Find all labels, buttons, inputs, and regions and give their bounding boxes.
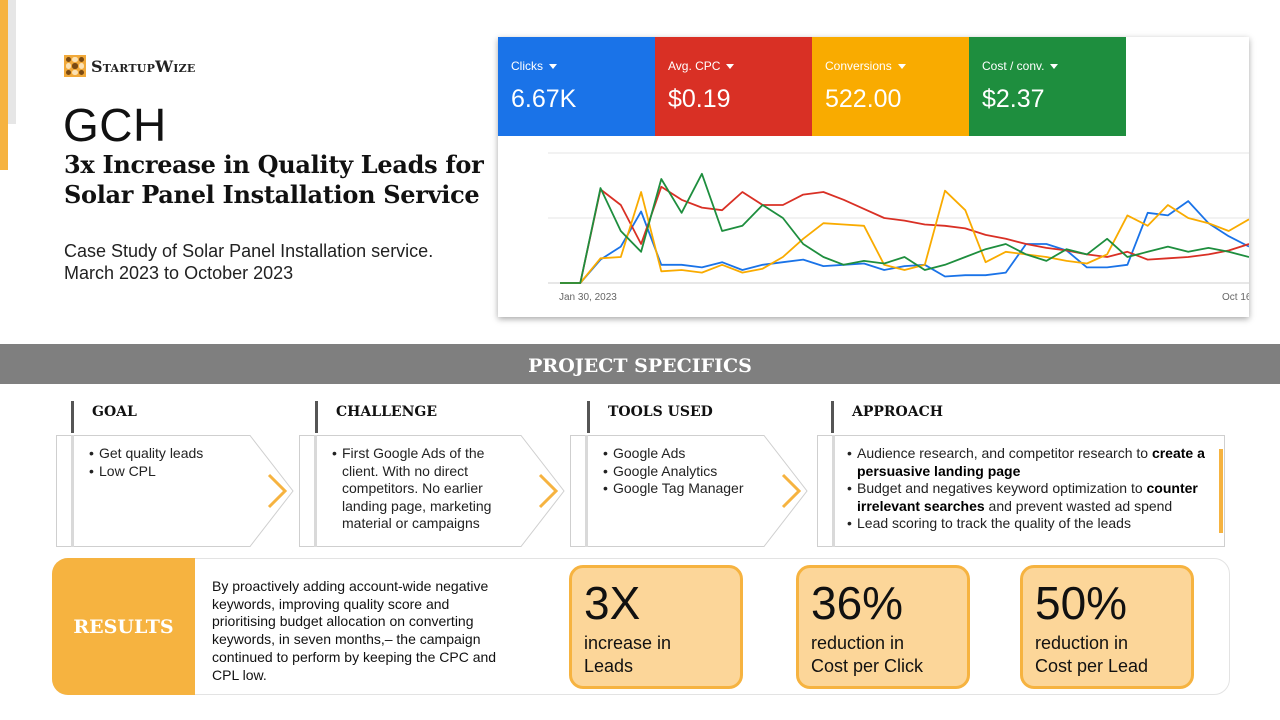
caret-down-icon [726,63,735,69]
subtitle-line-2: March 2023 to October 2023 [64,263,294,283]
left-accent-inner-bar [8,0,16,124]
goal-box-bar [71,435,74,547]
trend-line-chart: Jan 30, 2023 Oct 16 [548,152,1249,303]
goal-item: Low CPL [89,463,259,481]
metric-tile-clicks[interactable]: Clicks 6.67K [498,37,655,136]
tool-item: Google Tag Manager [603,480,783,498]
stat-label-line-1: increase in [584,633,672,653]
stat-label-line-1: reduction in [811,633,905,653]
x-axis-end-label: Oct 16 [1222,292,1249,303]
metric-label: Clicks [511,59,543,73]
metric-tile-avg-cpc[interactable]: Avg. CPC $0.19 [655,37,812,136]
caret-down-icon [1050,63,1059,69]
metric-value: $2.37 [982,85,1045,113]
metric-value: $0.19 [668,85,731,113]
ads-dashboard-screenshot: Clicks 6.67K Avg. CPC $0.19 Conversions … [498,37,1249,317]
approach-item: Budget and negatives keyword optimizatio… [847,480,1219,515]
metric-label: Conversions [825,59,892,73]
series-line-0 [560,200,1249,284]
series-line-1 [560,185,1249,284]
metric-value: 6.67K [511,85,577,113]
metric-label: Cost / conv. [982,59,1045,73]
approach-box: Audience research, and competitor resear… [817,435,1225,547]
stat-card-leads: 3X increase in Leads [569,565,743,689]
tools-list: Google Ads Google Analytics Google Tag M… [603,445,783,498]
stat-label-line-1: reduction in [1035,633,1129,653]
stat-card-cpl: 50% reduction in Cost per Lead [1020,565,1194,689]
approach-item: Audience research, and competitor resear… [847,445,1219,480]
logo-grid-icon [64,55,86,77]
client-name: GCH [63,99,167,151]
caret-down-icon [897,63,906,69]
stat-card-cpc: 36% reduction in Cost per Click [796,565,970,689]
x-axis-start-label: Jan 30, 2023 [559,292,617,303]
goal-heading: GOAL [71,401,137,433]
chevron-right-icon [267,473,288,509]
results-tag: RESULTS [52,558,195,695]
stat-value: 3X [584,577,641,629]
subtitle-line-1: Case Study of Solar Panel Installation s… [64,241,434,261]
goal-item: Get quality leads [89,445,259,463]
approach-heading: APPROACH [831,401,943,433]
tool-item: Google Ads [603,445,783,463]
stat-label-line-2: Leads [584,656,634,676]
stat-label: reduction in Cost per Lead [1035,632,1179,678]
tool-item: Google Analytics [603,463,783,481]
tools-box: Google Ads Google Analytics Google Tag M… [570,435,808,547]
results-description: By proactively adding account-wide negat… [212,578,497,683]
challenge-box: First Google Ads of the client. With no … [299,435,565,547]
stat-label: increase in Leads [584,632,728,678]
project-specifics-banner: PROJECT SPECIFICS [0,344,1280,384]
metric-tile-cost-per-conv[interactable]: Cost / conv. $2.37 [969,37,1126,136]
stat-value: 36% [811,577,904,629]
tools-box-bar [585,435,588,547]
chevron-right-icon [538,473,559,509]
challenge-list: First Google Ads of the client. With no … [332,445,517,533]
caret-down-icon [549,63,557,69]
approach-item: Lead scoring to track the quality of the… [847,515,1219,533]
stat-label-line-2: Cost per Click [811,656,924,676]
stat-label: reduction in Cost per Click [811,632,955,678]
approach-box-bar [832,435,835,547]
metric-tile-conversions[interactable]: Conversions 522.00 [812,37,969,136]
metric-value: 522.00 [825,85,902,113]
challenge-box-bar [314,435,317,547]
approach-list: Audience research, and competitor resear… [847,445,1219,533]
goal-list: Get quality leads Low CPL [89,445,259,480]
metric-tiles: Clicks 6.67K Avg. CPC $0.19 Conversions … [498,37,1126,136]
logo-text: StartupWize [91,56,196,76]
goal-box: Get quality leads Low CPL [56,435,294,547]
tools-heading: TOOLS USED [587,401,713,433]
metric-label: Avg. CPC [668,59,721,73]
challenge-heading: CHALLENGE [315,401,437,433]
stat-value: 50% [1035,577,1128,629]
brand-logo: StartupWize [64,55,195,77]
series-line-3 [560,172,1249,284]
page-headline: 3x Increase in Quality Leads for Solar P… [64,150,484,209]
chevron-right-icon [781,473,802,509]
series-line-2 [560,189,1249,284]
subtitle: Case Study of Solar Panel Installation s… [64,240,484,284]
left-accent-bar [0,0,8,170]
challenge-item: First Google Ads of the client. With no … [332,445,517,533]
series-group [560,172,1249,284]
stat-label-line-2: Cost per Lead [1035,656,1149,676]
approach-accent-bar [1219,449,1223,533]
